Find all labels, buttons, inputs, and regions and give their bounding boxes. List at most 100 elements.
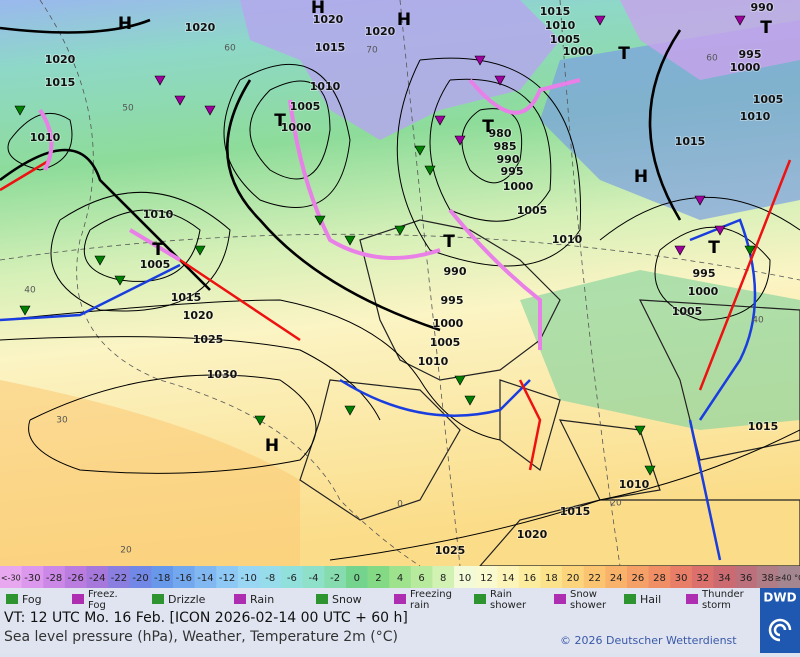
pressure-system: T: [618, 44, 630, 64]
isobar-label: 1005: [672, 305, 703, 318]
legend-label: Thunder storm: [701, 589, 745, 611]
pressure-system: T: [274, 111, 286, 131]
legend-label: Rain: [250, 593, 274, 606]
weather-symbol: [424, 165, 436, 176]
scale-label: -16: [176, 573, 192, 584]
map-labels: 1020102010201015101010051000990995100010…: [24, 0, 784, 558]
scale-cell: [172, 566, 196, 588]
pressure-system: H: [397, 10, 411, 30]
legend-label: Fog: [22, 593, 42, 606]
isobar-label: 1000: [730, 61, 761, 74]
scale-cell: [21, 566, 44, 588]
isobar-label: 1020: [517, 528, 548, 541]
scale-cell: [43, 566, 66, 588]
scale-cell: [216, 566, 239, 588]
scale-label: 10: [458, 573, 471, 584]
isobar-label: 1015: [315, 41, 346, 54]
scale-cell: [454, 566, 477, 588]
scale-cell: [64, 566, 87, 588]
temperature-label: 70: [366, 46, 378, 56]
scale-label: 16: [523, 573, 536, 584]
weather-symbol: [634, 425, 646, 436]
legend-icon: [394, 594, 406, 604]
pressure-system: T: [443, 232, 455, 252]
weather-symbol: [694, 195, 706, 206]
scale-label: -14: [197, 573, 213, 584]
scale-label: 2: [375, 573, 381, 584]
weather-symbol: [434, 115, 446, 126]
scale-cell: [324, 566, 347, 588]
scale-label: -28: [46, 573, 62, 584]
isobar-label: 1020: [313, 13, 344, 26]
isobar-label: 1025: [193, 333, 224, 346]
scale-label: -20: [132, 573, 148, 584]
isobar-label: 1010: [30, 131, 61, 144]
isobar-label: 990: [751, 1, 774, 14]
scale-cell: [237, 566, 260, 588]
weather-symbol: [14, 105, 26, 116]
scale-label: -8: [265, 573, 275, 584]
pressure-system: H: [265, 436, 279, 456]
isobars: [0, 57, 800, 561]
isobar-label: 1010: [552, 233, 583, 246]
isobar-label: 1020: [45, 53, 76, 66]
scale-label: 38: [761, 573, 774, 584]
temperature-label: 60: [706, 54, 718, 64]
weather-symbol: [344, 405, 356, 416]
isobar-label: 990: [444, 265, 467, 278]
isobar-label: 1015: [748, 420, 779, 433]
scale-cell: [281, 566, 304, 588]
isobar-label: 1010: [143, 208, 174, 221]
weather-symbol: [344, 235, 356, 246]
isobar-label: 1000: [281, 121, 312, 134]
scale-label: -30: [24, 573, 40, 584]
scale-cell: [583, 566, 606, 588]
isobar-label: 1005: [550, 33, 581, 46]
legend-icon: [6, 594, 18, 604]
weather-symbol: [714, 225, 726, 236]
legend-icon: [316, 594, 328, 604]
temperature-label: 40: [752, 316, 764, 326]
isobar-label: 980: [489, 127, 512, 140]
scale-label: 14: [502, 573, 515, 584]
scale-label: 8: [440, 573, 446, 584]
scale-label: 34: [718, 573, 731, 584]
scale-cell: [497, 566, 520, 588]
scale-cell: [562, 566, 585, 588]
isobar-label: 1025: [435, 544, 466, 557]
dwd-logo: DWD: [760, 588, 800, 653]
scale-cell: [345, 566, 369, 588]
scale-label: 22: [588, 573, 601, 584]
temperature-label: 0: [397, 500, 403, 510]
isobar-label: 1005: [140, 258, 171, 271]
isobar-label: 1020: [183, 309, 214, 322]
scale-cell: [518, 566, 542, 588]
weather-symbol: [474, 55, 486, 66]
weather-symbol: [19, 305, 31, 316]
temperature-label: 20: [610, 499, 622, 509]
isobar-label: 1020: [185, 21, 216, 34]
isobar-label: 1005: [430, 336, 461, 349]
scale-label: -26: [68, 573, 84, 584]
scale-cell: [367, 566, 390, 588]
weather-symbol: [204, 105, 216, 116]
weather-symbol: [674, 245, 686, 256]
weather-symbol: [254, 415, 266, 426]
logo-text: DWD: [763, 591, 796, 605]
scale-label: 26: [631, 573, 644, 584]
description: Sea level pressure (hPa), Weather, Tempe…: [4, 629, 398, 645]
weather-symbol: [314, 215, 326, 226]
scale-cell: [735, 566, 758, 588]
scale-label: 12: [480, 573, 493, 584]
cold-region: [620, 0, 800, 80]
temperature-label: 40: [24, 286, 36, 296]
weather-symbol: [494, 75, 506, 86]
weather-symbol: [114, 275, 126, 286]
scale-cell: [259, 566, 282, 588]
weather-symbol: [744, 245, 756, 256]
isobar-label: 1000: [433, 317, 464, 330]
legend-icon: [554, 594, 566, 604]
scale-cell: [194, 566, 217, 588]
weather-symbol: [394, 225, 406, 236]
